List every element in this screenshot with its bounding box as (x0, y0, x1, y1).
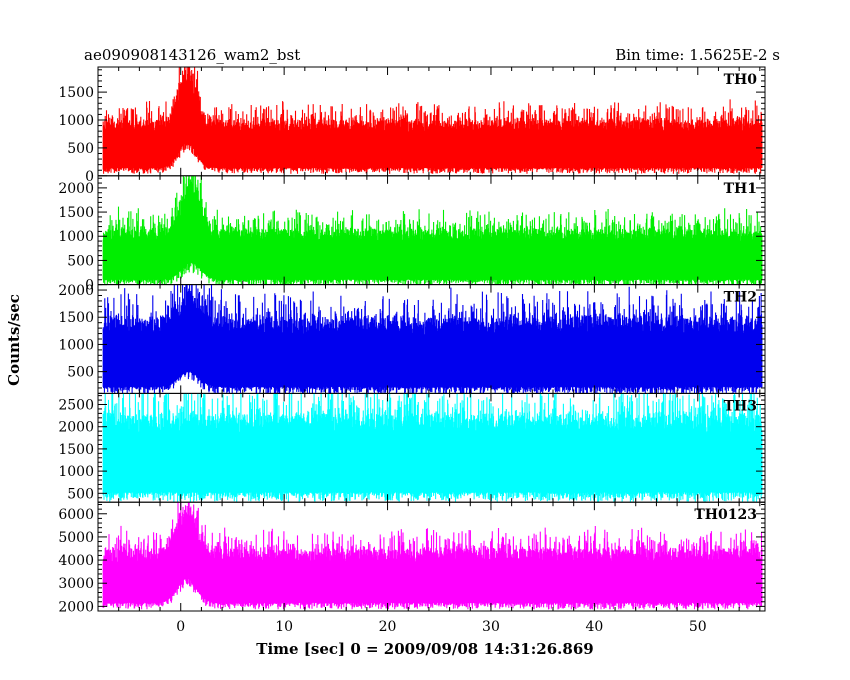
chart-title-right: Bin time: 1.5625E-2 s (615, 46, 780, 64)
y-tick-label: 2000 (58, 283, 94, 299)
x-tick-label: 40 (585, 619, 603, 635)
y-tick-label: 3000 (58, 576, 94, 592)
y-axis-label: Counts/sec (5, 294, 23, 386)
y-tick-label: 1000 (58, 113, 94, 129)
panel-th2: TH2 500 1000 1500 2000 (58, 283, 766, 394)
series-th0 (102, 67, 763, 174)
x-tick-label: 10 (275, 619, 293, 635)
y-tick-label: 2000 (58, 420, 94, 436)
panel-label-th1: TH1 (724, 181, 757, 197)
y-tick-label: 6000 (58, 507, 94, 523)
y-tick-label: 1500 (58, 310, 94, 326)
y-tick-label: 0 (85, 278, 94, 294)
y-tick-label: 1500 (58, 442, 94, 458)
y-tick-label: 500 (67, 365, 94, 381)
y-tick-label: 1500 (58, 85, 94, 101)
y-tick-label: 4000 (58, 553, 94, 569)
panel-frame (97, 501, 766, 612)
y-tick-label: 500 (67, 486, 94, 502)
series-th1 (102, 175, 763, 285)
y-tick-label: 5000 (58, 530, 94, 546)
series-th3 (102, 393, 763, 503)
series-th2 (102, 284, 763, 394)
y-tick-label: 2000 (58, 181, 94, 197)
y-tick-label: 1000 (58, 337, 94, 353)
panels-group: TH0 0 500 1000 1500 TH1 0 500 1000 1500 2000 TH2 500… (58, 66, 766, 615)
y-tick-label: 500 (67, 141, 94, 157)
y-tick-label: 1000 (58, 464, 94, 480)
y-tick-label: 2500 (58, 398, 94, 414)
x-tick-label: 0 (176, 619, 185, 635)
x-tick-label: 30 (482, 619, 500, 635)
x-axis-label: Time [sec] 0 = 2009/09/08 14:31:26.869 (256, 640, 593, 658)
panel-label-th2: TH2 (724, 290, 757, 306)
panel-label-th3: TH3 (724, 398, 757, 414)
y-tick-label: 0 (85, 169, 94, 185)
panel-label-th0: TH0 (724, 72, 758, 88)
y-tick-label: 500 (67, 253, 94, 269)
series-th0123 (102, 502, 763, 610)
y-tick-label: 1500 (58, 205, 94, 221)
y-tick-label: 2000 (58, 599, 94, 615)
y-tick-label: 1000 (58, 229, 94, 245)
x-tick-label: 20 (379, 619, 397, 635)
chart-title-left: ae090908143126_wam2_bst (84, 46, 300, 64)
panel-th1: TH1 0 500 1000 1500 2000 (58, 175, 766, 294)
panel-th0123: TH0123 2000 3000 4000 5000 6000 (58, 501, 766, 615)
x-tick-labels: 0 10 20 30 40 50 (176, 619, 706, 635)
x-tick-label: 50 (689, 619, 707, 635)
panel-th3: TH3 500 1000 1500 2000 2500 (58, 392, 766, 503)
panel-label-th0123: TH0123 (694, 507, 757, 523)
